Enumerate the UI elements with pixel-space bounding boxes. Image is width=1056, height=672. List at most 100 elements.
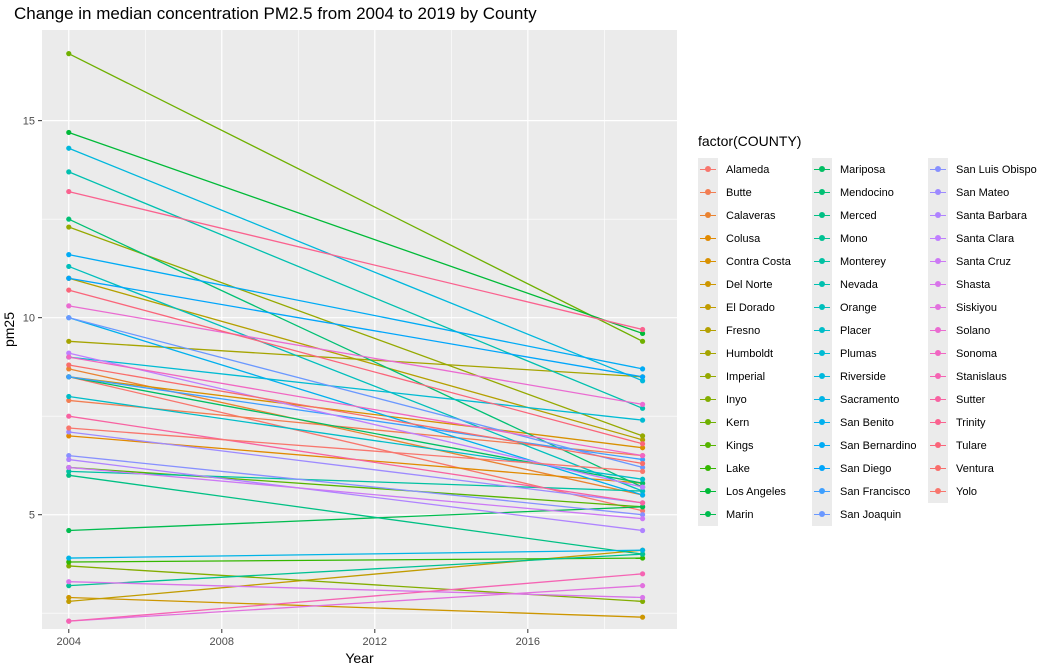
legend-key xyxy=(812,250,832,273)
legend-item: Nevada xyxy=(812,273,926,296)
legend-key xyxy=(928,319,948,342)
data-point xyxy=(639,401,646,407)
series-line xyxy=(68,581,643,599)
legend-label: Mendocino xyxy=(840,186,894,199)
legend-label: El Dorado xyxy=(726,301,775,314)
legend-item: Lake xyxy=(698,457,810,480)
series-line xyxy=(68,474,643,555)
legend-key xyxy=(698,411,718,434)
data-point xyxy=(66,350,72,356)
data-point xyxy=(639,484,646,490)
series-line xyxy=(68,289,643,445)
data-point xyxy=(639,460,646,467)
legend-item: Mariposa xyxy=(812,158,926,181)
series-line xyxy=(68,171,643,409)
minor-gridlines xyxy=(42,30,677,629)
legend-item: Ventura xyxy=(928,457,1048,480)
legend-item: Solano xyxy=(928,319,1048,342)
legend-label: Monterey xyxy=(840,255,886,268)
data-point xyxy=(66,224,72,230)
legend-key xyxy=(812,365,832,388)
series-lines xyxy=(68,53,643,622)
data-point xyxy=(639,330,646,337)
legend-item: Sacramento xyxy=(812,388,926,411)
legend-key xyxy=(928,388,948,411)
data-point xyxy=(639,456,646,463)
legend-key xyxy=(928,158,948,181)
legend-item: Mendocino xyxy=(812,181,926,204)
series-line xyxy=(68,131,643,335)
data-point xyxy=(639,492,646,498)
legend-label: Del Norte xyxy=(726,278,773,291)
legend-key xyxy=(812,388,832,411)
series-line xyxy=(68,415,643,504)
series-line xyxy=(68,553,643,587)
series-line xyxy=(68,356,643,457)
legend-key xyxy=(698,181,718,204)
legend-label: Humboldt xyxy=(726,347,774,360)
legend-key xyxy=(928,434,948,457)
data-point xyxy=(639,504,646,510)
legend-label: Santa Clara xyxy=(956,232,1015,245)
series-line xyxy=(68,190,643,331)
series-line xyxy=(68,53,643,342)
legend-item: El Dorado xyxy=(698,296,810,319)
legend-key xyxy=(928,250,948,273)
data-point xyxy=(639,614,646,620)
legend-label: Placer xyxy=(840,324,872,337)
data-point xyxy=(639,405,646,411)
legend-label: Santa Cruz xyxy=(956,255,1012,268)
series-line xyxy=(68,277,643,378)
y-axis-title: pm25 xyxy=(1,312,17,347)
series-line xyxy=(68,356,643,421)
legend-key xyxy=(928,296,948,319)
data-point xyxy=(66,263,72,270)
data-point xyxy=(66,287,72,293)
data-point xyxy=(639,417,646,423)
legend-label: Sutter xyxy=(956,393,986,406)
data-point xyxy=(66,51,72,57)
legend-label: San Francisco xyxy=(840,485,911,498)
plot-panel xyxy=(42,30,677,629)
legend-label: Siskiyou xyxy=(956,301,997,314)
series-line xyxy=(68,317,643,469)
y-tick-label: 10 xyxy=(23,313,35,325)
series-line xyxy=(68,431,643,504)
x-axis-ticks: 2004 2008 2012 2016 xyxy=(57,629,540,648)
series-line xyxy=(68,226,643,437)
legend-item: Trinity xyxy=(928,411,1048,434)
legend-item: Santa Barbara xyxy=(928,204,1048,227)
data-point xyxy=(66,303,72,309)
series-line xyxy=(68,565,643,603)
legend-key xyxy=(812,319,832,342)
legend-label: Trinity xyxy=(956,416,986,429)
legend-label: Merced xyxy=(840,209,877,222)
legend-key xyxy=(928,204,948,227)
legend-key xyxy=(928,181,948,204)
legend-key xyxy=(812,158,832,181)
legend-label: Shasta xyxy=(956,278,991,291)
y-tick-label: 15 xyxy=(23,116,35,128)
legend-column: San Luis Obispo San Mateo Santa Barbara San… xyxy=(928,158,1048,526)
legend-columns: Alameda Butte Calaveras Colusa Contra Costa D… xyxy=(698,158,1050,526)
legend-key xyxy=(812,296,832,319)
series-line xyxy=(68,376,643,449)
data-point xyxy=(66,188,72,195)
legend-label: Butte xyxy=(726,186,752,199)
series-line xyxy=(68,466,643,520)
legend-key xyxy=(698,503,718,526)
legend-label: San Luis Obispo xyxy=(956,163,1037,176)
data-point xyxy=(66,338,72,344)
series-line xyxy=(68,427,643,473)
legend-item: Tulare xyxy=(928,434,1048,457)
legend-label: Mariposa xyxy=(840,163,886,176)
series-line xyxy=(68,585,643,622)
legend-item: Kern xyxy=(698,411,810,434)
legend-label: San Diego xyxy=(840,462,892,475)
legend-label: Los Angeles xyxy=(726,485,786,498)
legend-key xyxy=(812,411,832,434)
data-point xyxy=(639,500,646,506)
legend-key xyxy=(812,480,832,503)
legend-label: Calaveras xyxy=(726,209,776,222)
legend-label: Tulare xyxy=(956,439,987,452)
